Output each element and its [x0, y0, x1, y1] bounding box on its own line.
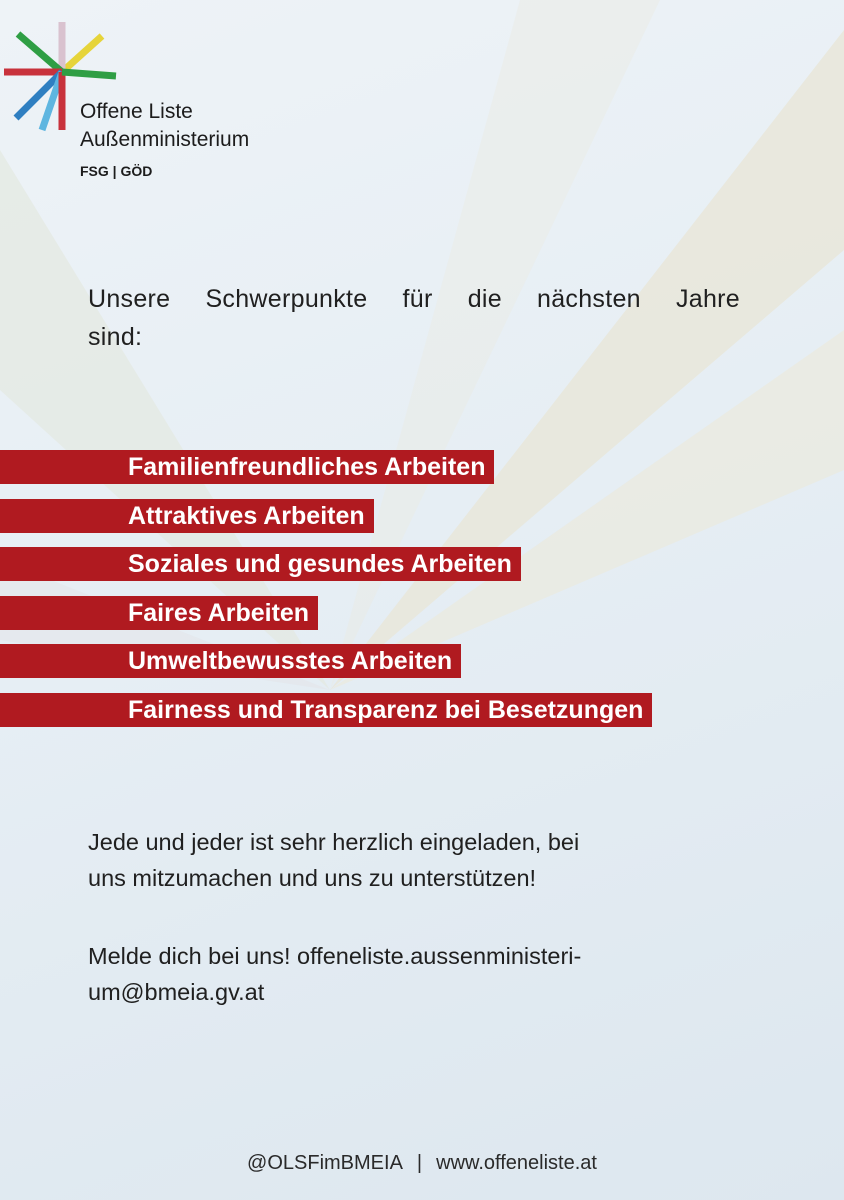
contact-line-1: Melde dich bei uns! offeneliste.aussenmi…	[88, 943, 582, 969]
social-handle-link[interactable]: @OLSFimBMEIA	[247, 1152, 403, 1174]
priority-item-environment: Umweltbewusstes Arbeiten	[0, 644, 462, 678]
logo-subtitle: Außenministerium	[80, 128, 250, 151]
intro-line-2: sind:	[88, 323, 143, 351]
invitation-text: Jede und jeder ist sehr herzlich eingela…	[88, 824, 768, 896]
priority-item-social: Soziales und gesundes Arbeiten	[0, 547, 521, 581]
invitation-line-2: uns mitzumachen und uns zu unterstützen!	[88, 865, 537, 891]
logo: Offene Liste Außenministerium FSG | GÖD	[0, 22, 300, 192]
contact-text: Melde dich bei uns! offeneliste.aussenmi…	[88, 938, 768, 1010]
intro-text: Unsere Schwerpunkte für die nächsten Jah…	[88, 280, 740, 356]
footer-separator: |	[416, 1152, 423, 1174]
website-link[interactable]: www.offeneliste.at	[436, 1152, 597, 1174]
logo-title: Offene Liste	[80, 100, 193, 123]
logo-flower-icon	[4, 22, 117, 132]
priority-item-fair: Faires Arbeiten	[0, 596, 319, 630]
footer: @OLSFimBMEIA | www.offeneliste.at	[0, 1152, 844, 1175]
contact-email[interactable]: um@bmeia.gv.at	[88, 979, 265, 1005]
priority-item-attractive: Attraktives Arbeiten	[0, 499, 374, 533]
priority-item-family: Familienfreundliches Arbeiten	[0, 450, 495, 484]
invitation-line-1: Jede und jeder ist sehr herzlich eingela…	[88, 829, 580, 855]
priority-item-transparency: Fairness und Transparenz bei Besetzungen	[0, 693, 653, 727]
logo-affiliation: FSG | GÖD	[80, 163, 153, 179]
intro-line-1: Unsere Schwerpunkte für die nächsten Jah…	[88, 285, 740, 313]
